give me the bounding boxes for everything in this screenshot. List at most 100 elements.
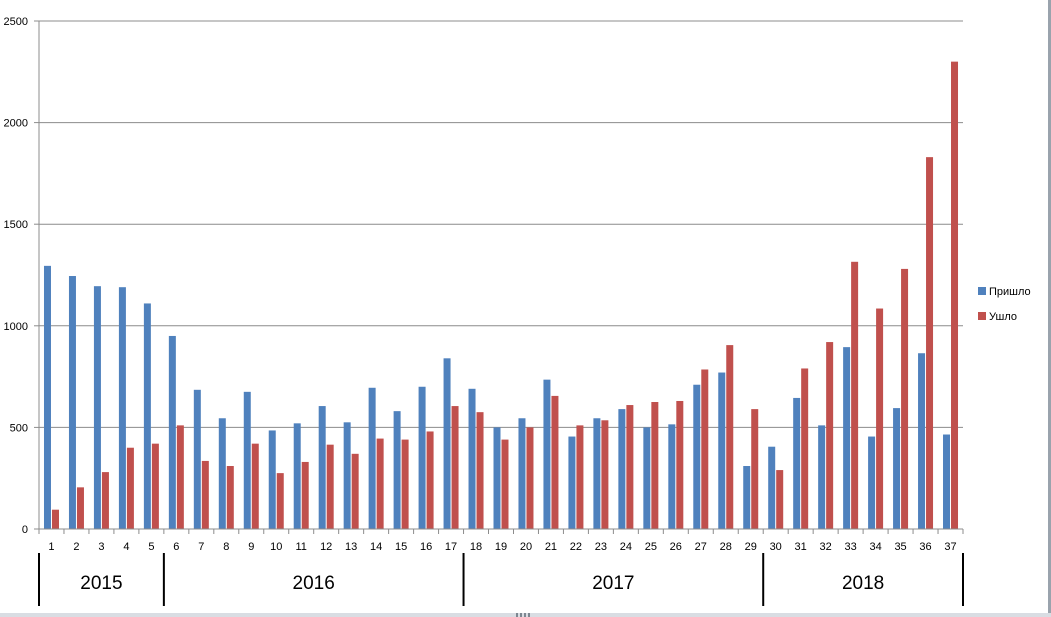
legend-label: Пришло [989, 286, 1031, 298]
bar-ushlo [701, 369, 709, 529]
bar-prishlo [893, 408, 901, 529]
bar-prishlo [318, 406, 326, 529]
bar-ushlo [126, 447, 134, 529]
bar-prishlo [743, 466, 751, 529]
x-tick-label: 9 [248, 541, 254, 553]
bar-ushlo [501, 439, 509, 529]
x-tick-label: 11 [296, 541, 307, 553]
bar-prishlo [143, 303, 151, 529]
bar-ushlo [351, 453, 359, 529]
legend-label: Ушло [989, 311, 1017, 323]
bar-prishlo [368, 387, 376, 529]
bar-ushlo [651, 402, 659, 529]
bar-prishlo [218, 418, 226, 529]
bar-prishlo [768, 446, 776, 529]
bar-ushlo [526, 427, 534, 529]
x-tick-label: 28 [720, 541, 732, 553]
x-tick-label: 8 [223, 541, 229, 553]
y-axis: 0 500 1000 1500 2000 2500 [4, 16, 40, 536]
bar-ushlo [776, 470, 784, 529]
bar-ushlo [151, 443, 159, 529]
bar-ushlo [326, 444, 334, 529]
bar-prishlo [543, 379, 551, 529]
bar-ushlo [901, 268, 909, 529]
x-tick-label: 19 [495, 541, 507, 553]
bar-prishlo [518, 418, 526, 529]
x-tick-label: 14 [370, 541, 382, 553]
bar-ushlo [801, 368, 809, 529]
bar-prishlo [493, 427, 501, 529]
x-tick-label: 32 [820, 541, 832, 553]
x-tick-label: 18 [470, 541, 482, 553]
x-tick-label: 2 [73, 541, 79, 553]
x-tick-label: 31 [795, 541, 807, 553]
x-tick-label: 17 [445, 541, 457, 553]
bar-ushlo [226, 466, 234, 529]
bar-ushlo [876, 308, 884, 529]
bar-ushlo [826, 342, 834, 529]
x-tick-label: 10 [270, 541, 282, 553]
gridlines [39, 20, 963, 428]
bar-prishlo [93, 286, 101, 529]
x-tick-label: 34 [869, 541, 881, 553]
x-tick-label: 6 [173, 541, 179, 553]
legend: Пришло Ушло [978, 286, 1031, 323]
y-tick-label: 2000 [4, 118, 28, 130]
bar-prishlo [818, 425, 826, 529]
bar-ushlo [201, 460, 209, 529]
bar-ushlo [476, 412, 484, 529]
bar-ushlo [951, 61, 959, 529]
year-groups: 2015 2016 2017 2018 [38, 553, 964, 606]
x-tick-label: 21 [545, 541, 557, 553]
x-tick-label: 27 [695, 541, 707, 553]
bar-ushlo [751, 409, 759, 529]
x-tick-label: 20 [520, 541, 532, 553]
x-tick-label: 24 [620, 541, 632, 553]
bar-ushlo [426, 431, 434, 529]
x-tick-label: 33 [844, 541, 856, 553]
bar-prishlo [568, 436, 576, 529]
y-tick-label: 1000 [4, 321, 28, 333]
x-tick-label: 15 [395, 541, 407, 553]
x-tick-label: 3 [98, 541, 104, 553]
legend-swatch [978, 287, 986, 295]
bar-ushlo [451, 406, 459, 529]
bar-prishlo [618, 409, 626, 529]
bar-prishlo [268, 430, 276, 529]
x-tick-label: 13 [345, 541, 357, 553]
bar-prishlo [918, 353, 926, 529]
bar-prishlo [343, 422, 351, 529]
year-label: 2015 [80, 573, 122, 594]
x-tick-label: 5 [148, 541, 154, 553]
x-tick-label: 25 [645, 541, 657, 553]
x-tick-label: 36 [919, 541, 931, 553]
bar-prishlo [418, 386, 426, 529]
x-tick-label: 22 [570, 541, 582, 553]
bar-ushlo [626, 405, 634, 529]
x-tick-label: 1 [48, 541, 54, 553]
bar-ushlo [251, 443, 259, 529]
bar-prishlo [643, 427, 651, 529]
bar-prishlo [593, 418, 601, 529]
window-edge [1048, 0, 1051, 613]
bar-ushlo [551, 395, 559, 529]
x-tick-label: 4 [123, 541, 129, 553]
x-tick-label: 26 [670, 541, 682, 553]
x-tick-label: 7 [198, 541, 204, 553]
bar-ushlo [601, 420, 609, 529]
bar-ushlo [76, 487, 84, 529]
year-label: 2018 [842, 573, 884, 594]
bar-ushlo [276, 473, 284, 529]
bar-prishlo [68, 276, 76, 529]
y-tick-label: 0 [22, 524, 28, 536]
bar-ushlo [726, 345, 734, 529]
bar-prishlo [393, 411, 401, 529]
bars [43, 61, 959, 530]
x-tick-label: 16 [420, 541, 432, 553]
resize-handle[interactable] [516, 613, 532, 617]
x-tick-label: 29 [745, 541, 757, 553]
y-tick-label: 500 [10, 422, 28, 434]
x-tick-label: 37 [944, 541, 956, 553]
bar-prishlo [868, 436, 876, 529]
bar-prishlo [668, 424, 676, 529]
